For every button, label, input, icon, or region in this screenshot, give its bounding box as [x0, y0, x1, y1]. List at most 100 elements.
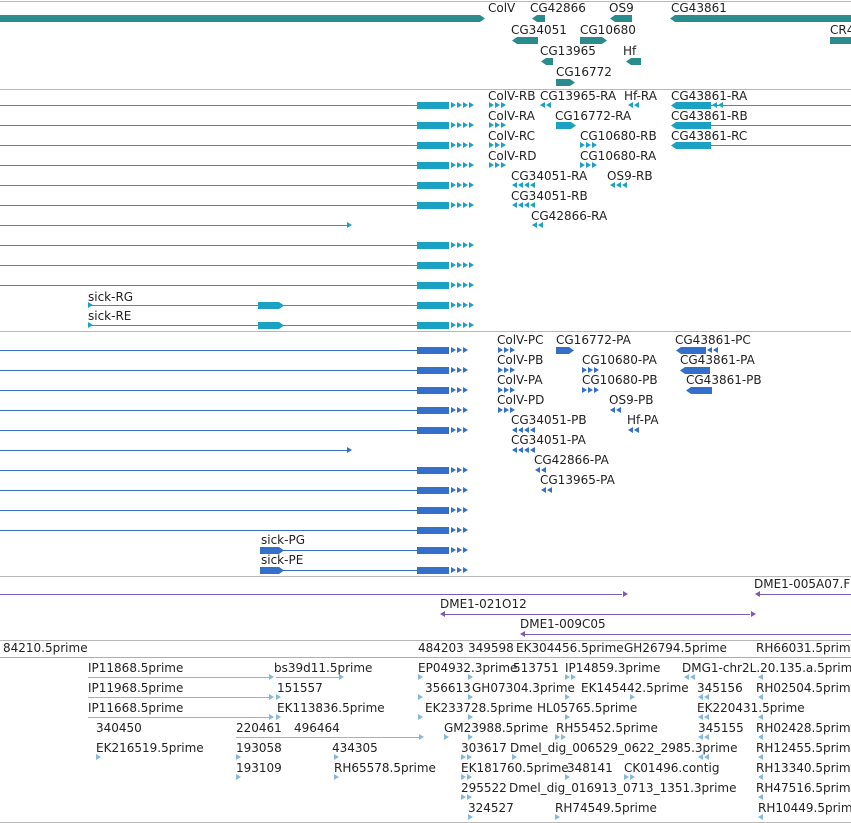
est-arrow[interactable]	[467, 774, 472, 780]
exon-block[interactable]	[417, 262, 449, 269]
exon-arrow[interactable]	[457, 322, 462, 328]
exon-arrow[interactable]	[469, 102, 474, 108]
est-arrow[interactable]	[461, 794, 466, 800]
exon-arrow[interactable]	[451, 507, 456, 513]
feature-label-220461[interactable]: 220461	[236, 721, 282, 735]
exon-arrow[interactable]	[457, 427, 462, 433]
exon-arrow[interactable]	[451, 242, 456, 248]
est-arrow[interactable]	[698, 714, 703, 720]
exon-arrow[interactable]	[457, 487, 462, 493]
est-arrow[interactable]	[758, 694, 763, 700]
exon-arrow[interactable]	[469, 122, 474, 128]
est-arrow[interactable]	[468, 674, 473, 680]
est-arrow[interactable]	[698, 694, 703, 700]
exon-arrow[interactable]	[451, 202, 456, 208]
exon-arrow[interactable]	[495, 162, 500, 168]
exon-arrow[interactable]	[463, 322, 468, 328]
feature-label-rh13340-5prime[interactable]: RH13340.5prime	[756, 761, 851, 775]
exon-arrow[interactable]	[594, 367, 599, 373]
est-arrow[interactable]	[269, 714, 274, 720]
est-arrow[interactable]	[571, 674, 576, 680]
feature-label-gh07304-3prime[interactable]: GH07304.3prime	[472, 681, 575, 695]
feature-label-193109[interactable]: 193109	[236, 761, 282, 775]
gene-bar-cg16772[interactable]	[556, 79, 575, 86]
exon-arrow[interactable]	[463, 387, 468, 393]
feature-label-sick-re[interactable]: sick-RE	[88, 309, 131, 323]
feature-label-hf[interactable]: Hf	[623, 44, 637, 58]
exon-block[interactable]	[258, 322, 284, 329]
exon-arrow[interactable]	[592, 162, 597, 168]
exon-arrow[interactable]	[457, 282, 462, 288]
exon-arrow[interactable]	[451, 262, 456, 268]
exon-arrow[interactable]	[622, 182, 627, 188]
exon-arrow[interactable]	[616, 407, 621, 413]
feature-label-84210-5prime[interactable]: 84210.5prime	[3, 641, 88, 655]
est-arrow[interactable]	[758, 774, 763, 780]
strand-arrow[interactable]	[755, 591, 760, 597]
exon-block[interactable]	[417, 302, 449, 309]
exon-arrow[interactable]	[592, 142, 597, 148]
exon-arrow[interactable]	[463, 162, 468, 168]
exon-arrow[interactable]	[498, 367, 503, 373]
exon-arrow[interactable]	[610, 407, 615, 413]
est-arrow[interactable]	[624, 774, 629, 780]
feature-label-cg42866-pa[interactable]: CG42866-PA	[534, 453, 610, 467]
exon-arrow[interactable]	[518, 202, 523, 208]
est-arrow[interactable]	[467, 754, 472, 760]
feature-label-os9-pb[interactable]: OS9-PB	[609, 393, 654, 407]
feature-label-484203[interactable]: 484203	[418, 641, 464, 655]
exon-arrow[interactable]	[518, 182, 523, 188]
est-arrow[interactable]	[461, 754, 466, 760]
feature-label-cg34051-rb[interactable]: CG34051-RB	[511, 189, 588, 203]
exon-arrow[interactable]	[469, 242, 474, 248]
feature-label-60-5prime[interactable]: 60.5prime	[507, 761, 569, 775]
est-arrow[interactable]	[565, 714, 570, 720]
feature-label-340450[interactable]: 340450	[96, 721, 142, 735]
exon-block[interactable]	[417, 347, 449, 354]
exon-arrow[interactable]	[524, 182, 529, 188]
exon-block[interactable]	[417, 202, 449, 209]
feature-label-513751[interactable]: 513751	[513, 661, 559, 675]
exon-arrow[interactable]	[457, 262, 462, 268]
exon-arrow[interactable]	[451, 407, 456, 413]
exon-arrow[interactable]	[524, 427, 529, 433]
feature-label-cg16772-ra[interactable]: CG16772-RA	[555, 109, 632, 123]
feature-label-345156[interactable]: 345156	[697, 681, 743, 695]
exon-arrow[interactable]	[457, 122, 462, 128]
feature-label-cg43861-pc[interactable]: CG43861-PC	[675, 333, 751, 347]
est-arrow[interactable]	[468, 714, 473, 720]
gene-bar-hf[interactable]	[626, 58, 641, 65]
exon-arrow[interactable]	[512, 447, 517, 453]
strand-arrow[interactable]	[88, 322, 93, 328]
est-arrow[interactable]	[418, 714, 423, 720]
est-arrow[interactable]	[555, 814, 560, 820]
exon-arrow[interactable]	[532, 222, 537, 228]
exon-arrow[interactable]	[530, 447, 535, 453]
gene-bar-cg13965[interactable]	[541, 58, 553, 65]
exon-arrow[interactable]	[469, 302, 474, 308]
feature-label-cg10680-pb[interactable]: CG10680-PB	[582, 373, 658, 387]
exon-block[interactable]	[417, 407, 449, 414]
exon-arrow[interactable]	[457, 567, 462, 573]
feature-label-cg34051-pa[interactable]: CG34051-PA	[511, 433, 587, 447]
exon-block[interactable]	[676, 347, 706, 354]
exon-arrow[interactable]	[580, 142, 585, 148]
exon-arrow[interactable]	[546, 102, 551, 108]
exon-arrow[interactable]	[451, 367, 456, 373]
exon-block[interactable]	[417, 142, 449, 149]
exon-block[interactable]	[417, 282, 449, 289]
feature-label-cg43861[interactable]: CG43861	[671, 1, 727, 15]
est-arrow[interactable]	[630, 774, 635, 780]
exon-arrow[interactable]	[634, 427, 639, 433]
exon-arrow[interactable]	[582, 387, 587, 393]
exon-arrow[interactable]	[547, 487, 552, 493]
exon-arrow[interactable]	[451, 142, 456, 148]
feature-label-ip14859-3prime[interactable]: IP14859.3prime	[565, 661, 660, 675]
est-arrow[interactable]	[418, 674, 423, 680]
feature-label-cg16772-pa[interactable]: CG16772-PA	[556, 333, 632, 347]
feature-label-cr4[interactable]: CR4	[830, 23, 851, 37]
exon-block[interactable]	[260, 547, 284, 554]
feature-label-151557[interactable]: 151557	[277, 681, 323, 695]
exon-arrow[interactable]	[451, 302, 456, 308]
